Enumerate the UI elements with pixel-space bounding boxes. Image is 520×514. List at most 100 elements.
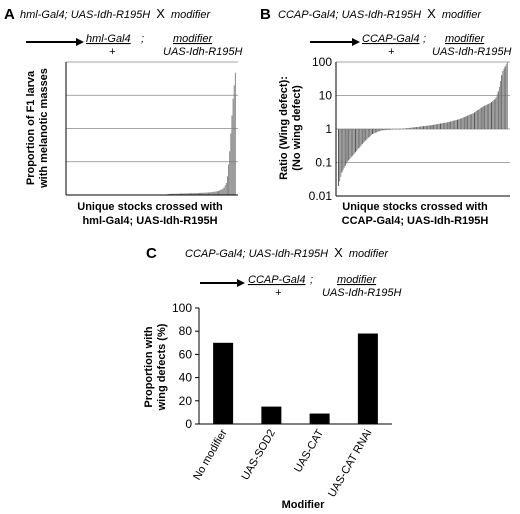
- panel-b-bar: [460, 118, 462, 129]
- panel-b-bar: [387, 129, 389, 130]
- panel-b-bar: [409, 127, 411, 129]
- panel-c-chart: 0 20 40 60 80 100 No modifier UAS-SOD2 UAS-CAT U…: [143, 301, 392, 511]
- panel-b-bar: [492, 101, 494, 129]
- panel-c-ylabel-1: Proportion with: [143, 326, 155, 408]
- panel-b-bar: [420, 126, 422, 129]
- panel-b-bar: [356, 129, 358, 151]
- panel-b-bar: [362, 129, 364, 143]
- panel-c-y-tick: 80: [179, 324, 193, 338]
- panel-a-bar: [222, 188, 224, 195]
- panel-a-bar: [183, 193, 185, 195]
- panel-b-bar: [498, 86, 500, 129]
- panel-a-bar: [225, 182, 227, 195]
- panel-b-bar: [463, 117, 465, 129]
- panel-b-bar: [399, 128, 401, 130]
- panel-a-bar: [218, 191, 219, 195]
- panel-b-bar: [454, 120, 456, 129]
- panel-a-geno-left-bottom: +: [109, 46, 116, 58]
- panel-b-bar: [364, 129, 366, 142]
- panel-b-cross-title: CCAP-Gal4; UAS-Idh-R195H X modifier: [278, 6, 482, 21]
- panel-b-bar: [440, 123, 441, 129]
- panel-b-bar: [481, 106, 483, 129]
- panel-b-bar: [349, 129, 351, 160]
- panel-b-bar: [386, 129, 388, 130]
- panel-a-bar: [220, 189, 222, 195]
- panel-b-bar: [413, 127, 415, 129]
- panel-a-bar: [223, 187, 225, 195]
- panel-a-bar: [233, 85, 235, 195]
- panel-a: A hml-Gal4; UAS-Idh-R195H X modifier hml…: [4, 6, 243, 227]
- panel-b-bar: [379, 129, 381, 131]
- panel-b-bar: [390, 129, 392, 130]
- panel-b-bar: [487, 104, 489, 129]
- panel-b-bar: [398, 128, 400, 130]
- panel-b-letter: B: [260, 6, 271, 23]
- panel-b-bar: [443, 122, 445, 129]
- panel-b-bar: [384, 129, 386, 131]
- panel-b-bar: [432, 124, 434, 129]
- panel-b-bar: [483, 106, 485, 129]
- panel-a-bar: [209, 192, 210, 195]
- panel-b-bar: [477, 110, 479, 129]
- panel-b-bar: [339, 129, 341, 182]
- panel-b-bar: [434, 124, 436, 129]
- panel-b-bar: [466, 116, 468, 129]
- panel-b-bar: [488, 103, 490, 129]
- panel-a-bar: [185, 193, 187, 195]
- panel-a-geno-right-top: modifier: [173, 33, 213, 45]
- panel-a-bar: [231, 115, 233, 195]
- panel-b-bar: [421, 126, 423, 129]
- panel-a-bar: [214, 191, 216, 195]
- panel-b-bar: [453, 120, 455, 129]
- panel-b-bar: [446, 122, 448, 129]
- panel-b-bar: [373, 129, 375, 134]
- panel-b-bar: [340, 129, 342, 177]
- panel-a-bar: [187, 193, 189, 195]
- panel-b-bar: [469, 114, 471, 129]
- panel-b-bar: [433, 124, 435, 129]
- panel-a-bar: [204, 192, 206, 195]
- panel-a-letter: A: [4, 6, 15, 23]
- panel-c-geno-sep: ;: [310, 274, 313, 286]
- panel-b-bar: [347, 129, 349, 162]
- panel-a-bar: [193, 193, 195, 195]
- panel-c-letter: C: [146, 245, 157, 262]
- panel-c-geno-right-top: modifier: [337, 274, 377, 286]
- panel-b-geno-left-top: CCAP-Gal4: [362, 33, 419, 45]
- panel-a-bar: [173, 193, 175, 195]
- panel-a-bar: [208, 192, 209, 195]
- panel-b-bar: [368, 129, 370, 138]
- panel-a-bar: [192, 193, 194, 195]
- panel-b-bar: [342, 129, 344, 171]
- panel-b-bar: [472, 113, 474, 129]
- panel-b-bar: [361, 129, 363, 145]
- panel-b-bar: [401, 128, 403, 130]
- panel-a-bar: [211, 192, 213, 195]
- panel-c-bar: [213, 342, 234, 424]
- panel-a-bar: [213, 191, 215, 195]
- panel-b-ylabel-1: Ratio (Wing defect):: [278, 76, 290, 180]
- panel-b-bar: [500, 81, 502, 129]
- panel-b-bar: [402, 128, 404, 130]
- panel-c-y-tick: 20: [179, 394, 193, 408]
- panel-a-bar: [199, 192, 200, 195]
- panel-b-bar: [504, 66, 506, 129]
- panel-a-bar: [171, 193, 172, 195]
- panel-b-bar: [408, 127, 410, 129]
- panel-a-bar: [206, 192, 208, 195]
- panel-b-bar: [410, 127, 412, 129]
- panel-a-bar: [168, 193, 170, 195]
- panel-b-bar: [369, 129, 371, 137]
- panel-b-bar: [494, 99, 496, 129]
- panel-b-bar: [350, 129, 352, 158]
- panel-b-bar: [461, 118, 463, 129]
- panel-b-bar: [358, 129, 360, 149]
- panel-b-bar: [452, 120, 454, 129]
- panel-b-bar: [419, 126, 421, 129]
- panel-c-genotype: CCAP-Gal4 ; + modifier UAS-Idh-R195H: [200, 274, 402, 299]
- panel-b-bar: [476, 110, 478, 129]
- panel-b-bar: [392, 129, 394, 130]
- panel-a-xlabel-2: hml-Gal4; UAS-Idh-R195H: [82, 215, 217, 227]
- panel-a-bar: [216, 191, 218, 195]
- panel-b-bar: [423, 126, 424, 129]
